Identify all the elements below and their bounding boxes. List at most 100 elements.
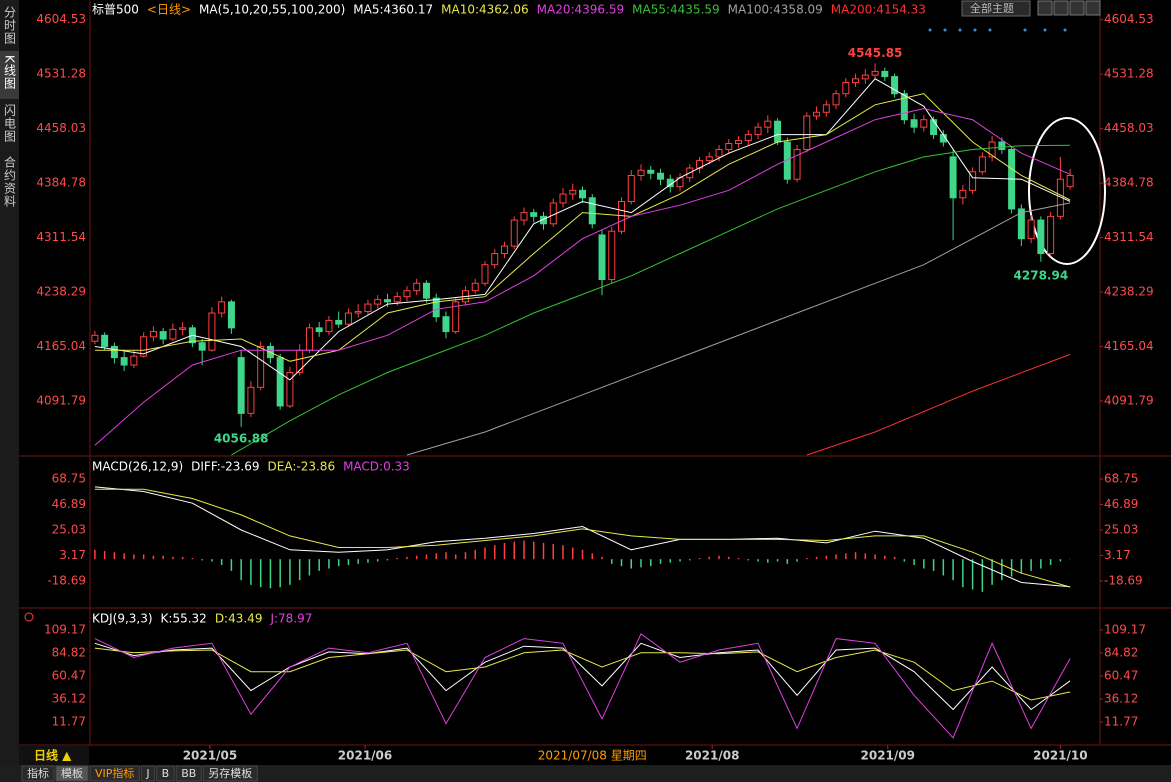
indicator-line (94, 647, 1071, 701)
candle-body (247, 386, 255, 414)
legend-item: DEA:-23.86 (268, 460, 336, 474)
candle-body (296, 349, 304, 373)
y-tick-label: 4458.03 (1104, 121, 1154, 135)
footer-tab-label[interactable]: J (145, 767, 149, 780)
left-tab-bar (0, 0, 19, 765)
icon[interactable] (1037, 0, 1053, 16)
footer-tab-label[interactable]: 另存模板 (208, 766, 252, 780)
candle-body (335, 319, 343, 325)
candle-body (227, 301, 235, 329)
candle-body (452, 301, 460, 333)
candle-body (130, 355, 138, 366)
candle-body (159, 331, 167, 340)
y-tick-label: 4238.29 (36, 284, 86, 298)
footer-tab[interactable]: 模板 (55, 765, 89, 782)
footer-tab-label[interactable]: BB (181, 767, 196, 780)
candle-body (315, 327, 323, 333)
candle-body (286, 371, 294, 407)
y-tick-label: 4091.79 (36, 393, 86, 407)
candle-body (705, 156, 713, 162)
active-tab-bg (0, 51, 19, 99)
footer-tab-bg (89, 765, 140, 782)
candle-body (364, 303, 372, 313)
y-tick-label: 11.77 (1104, 714, 1138, 728)
icon[interactable] (1069, 0, 1085, 16)
footer-tab[interactable]: J (140, 765, 156, 782)
event-dots (928, 28, 1067, 32)
candle-body (422, 282, 430, 299)
indicator-line (94, 108, 1071, 446)
footer-tab[interactable]: BB (175, 765, 202, 782)
candle-body (432, 297, 440, 318)
tab[interactable]: 合约资料 (3, 155, 17, 208)
candle-body (998, 141, 1006, 150)
y-tick-label: 36.12 (52, 691, 86, 705)
footer-tab-bg (175, 765, 202, 782)
candle-body (715, 148, 723, 158)
tab[interactable]: 分时图 (3, 6, 17, 45)
y-tick-label: 4604.53 (1104, 12, 1154, 26)
candle-body (813, 111, 821, 117)
candle-body (539, 215, 547, 225)
footer-tab-label[interactable]: B (162, 767, 170, 780)
candle-body (754, 126, 762, 136)
period-indicator[interactable]: 日线 ▲ (34, 748, 72, 763)
footer-bar (0, 765, 1171, 782)
candle-body (861, 74, 869, 80)
y-tick-label: 4165.04 (1104, 339, 1154, 353)
y-tick-label: -18.69 (47, 573, 86, 587)
dot (943, 28, 947, 32)
candle-body (618, 200, 626, 232)
candle-body (218, 301, 226, 314)
tab[interactable]: K线图 (3, 55, 17, 90)
y-tick-label: 4604.53 (36, 12, 86, 26)
y-tick-label: 4165.04 (36, 339, 86, 353)
x-tick-label: 2021/10 (1033, 749, 1087, 763)
candle-body (149, 331, 157, 338)
candle-body (627, 174, 635, 202)
theme-button[interactable] (961, 0, 1031, 17)
candle-body (91, 334, 99, 342)
icon[interactable] (1053, 0, 1069, 16)
footer-tab-label[interactable]: 模板 (61, 766, 83, 780)
settings-icon[interactable] (24, 612, 34, 622)
x-tick-label: 2021/08 (685, 749, 739, 763)
candle-body (559, 193, 567, 204)
candle-body (744, 134, 752, 142)
y-tick-label: 4458.03 (36, 121, 86, 135)
y-tick-label: 4384.78 (36, 176, 86, 190)
candle-body (101, 334, 109, 347)
dot (973, 28, 977, 32)
candle-body (783, 141, 791, 180)
candle-body (920, 119, 928, 128)
y-tick-label: 4384.78 (1104, 176, 1154, 190)
candle-body (988, 141, 996, 158)
dot (1043, 28, 1047, 32)
legend-item: MA20:4396.59 (537, 3, 625, 17)
candle-body (403, 290, 411, 298)
footer-tab[interactable]: 指标 (21, 765, 55, 782)
footer-tab[interactable]: 另存模板 (202, 765, 258, 782)
y-tick-label: 84.82 (1104, 645, 1138, 659)
legend-item: MA(5,10,20,55,100,200) (199, 3, 345, 17)
highlight-ellipse (1028, 117, 1106, 265)
candle-body (179, 327, 187, 330)
footer-tab-label[interactable]: VIP指标 (95, 766, 134, 780)
legend-item: MACD:0.33 (343, 460, 410, 474)
candle-body (471, 282, 479, 292)
candle-body (910, 119, 918, 128)
candle-body (657, 172, 665, 180)
icon[interactable] (1085, 0, 1101, 16)
theme-button-label[interactable]: 全部主题 (970, 1, 1014, 15)
candle-body (832, 93, 840, 106)
footer-tab[interactable]: VIP指标 (89, 765, 140, 782)
footer-tab-label[interactable]: 指标 (27, 766, 49, 780)
y-tick-label: 60.47 (1104, 668, 1138, 682)
tab[interactable]: 闪电图 (3, 104, 17, 143)
candle-body (1037, 219, 1045, 255)
candle-body (569, 189, 577, 195)
footer-tabs: 指标 模板 VIP指标 J B BB 另存模板 (21, 765, 258, 782)
legend-item: MA10:4362.06 (441, 3, 529, 17)
footer-tab[interactable]: B (156, 765, 175, 782)
